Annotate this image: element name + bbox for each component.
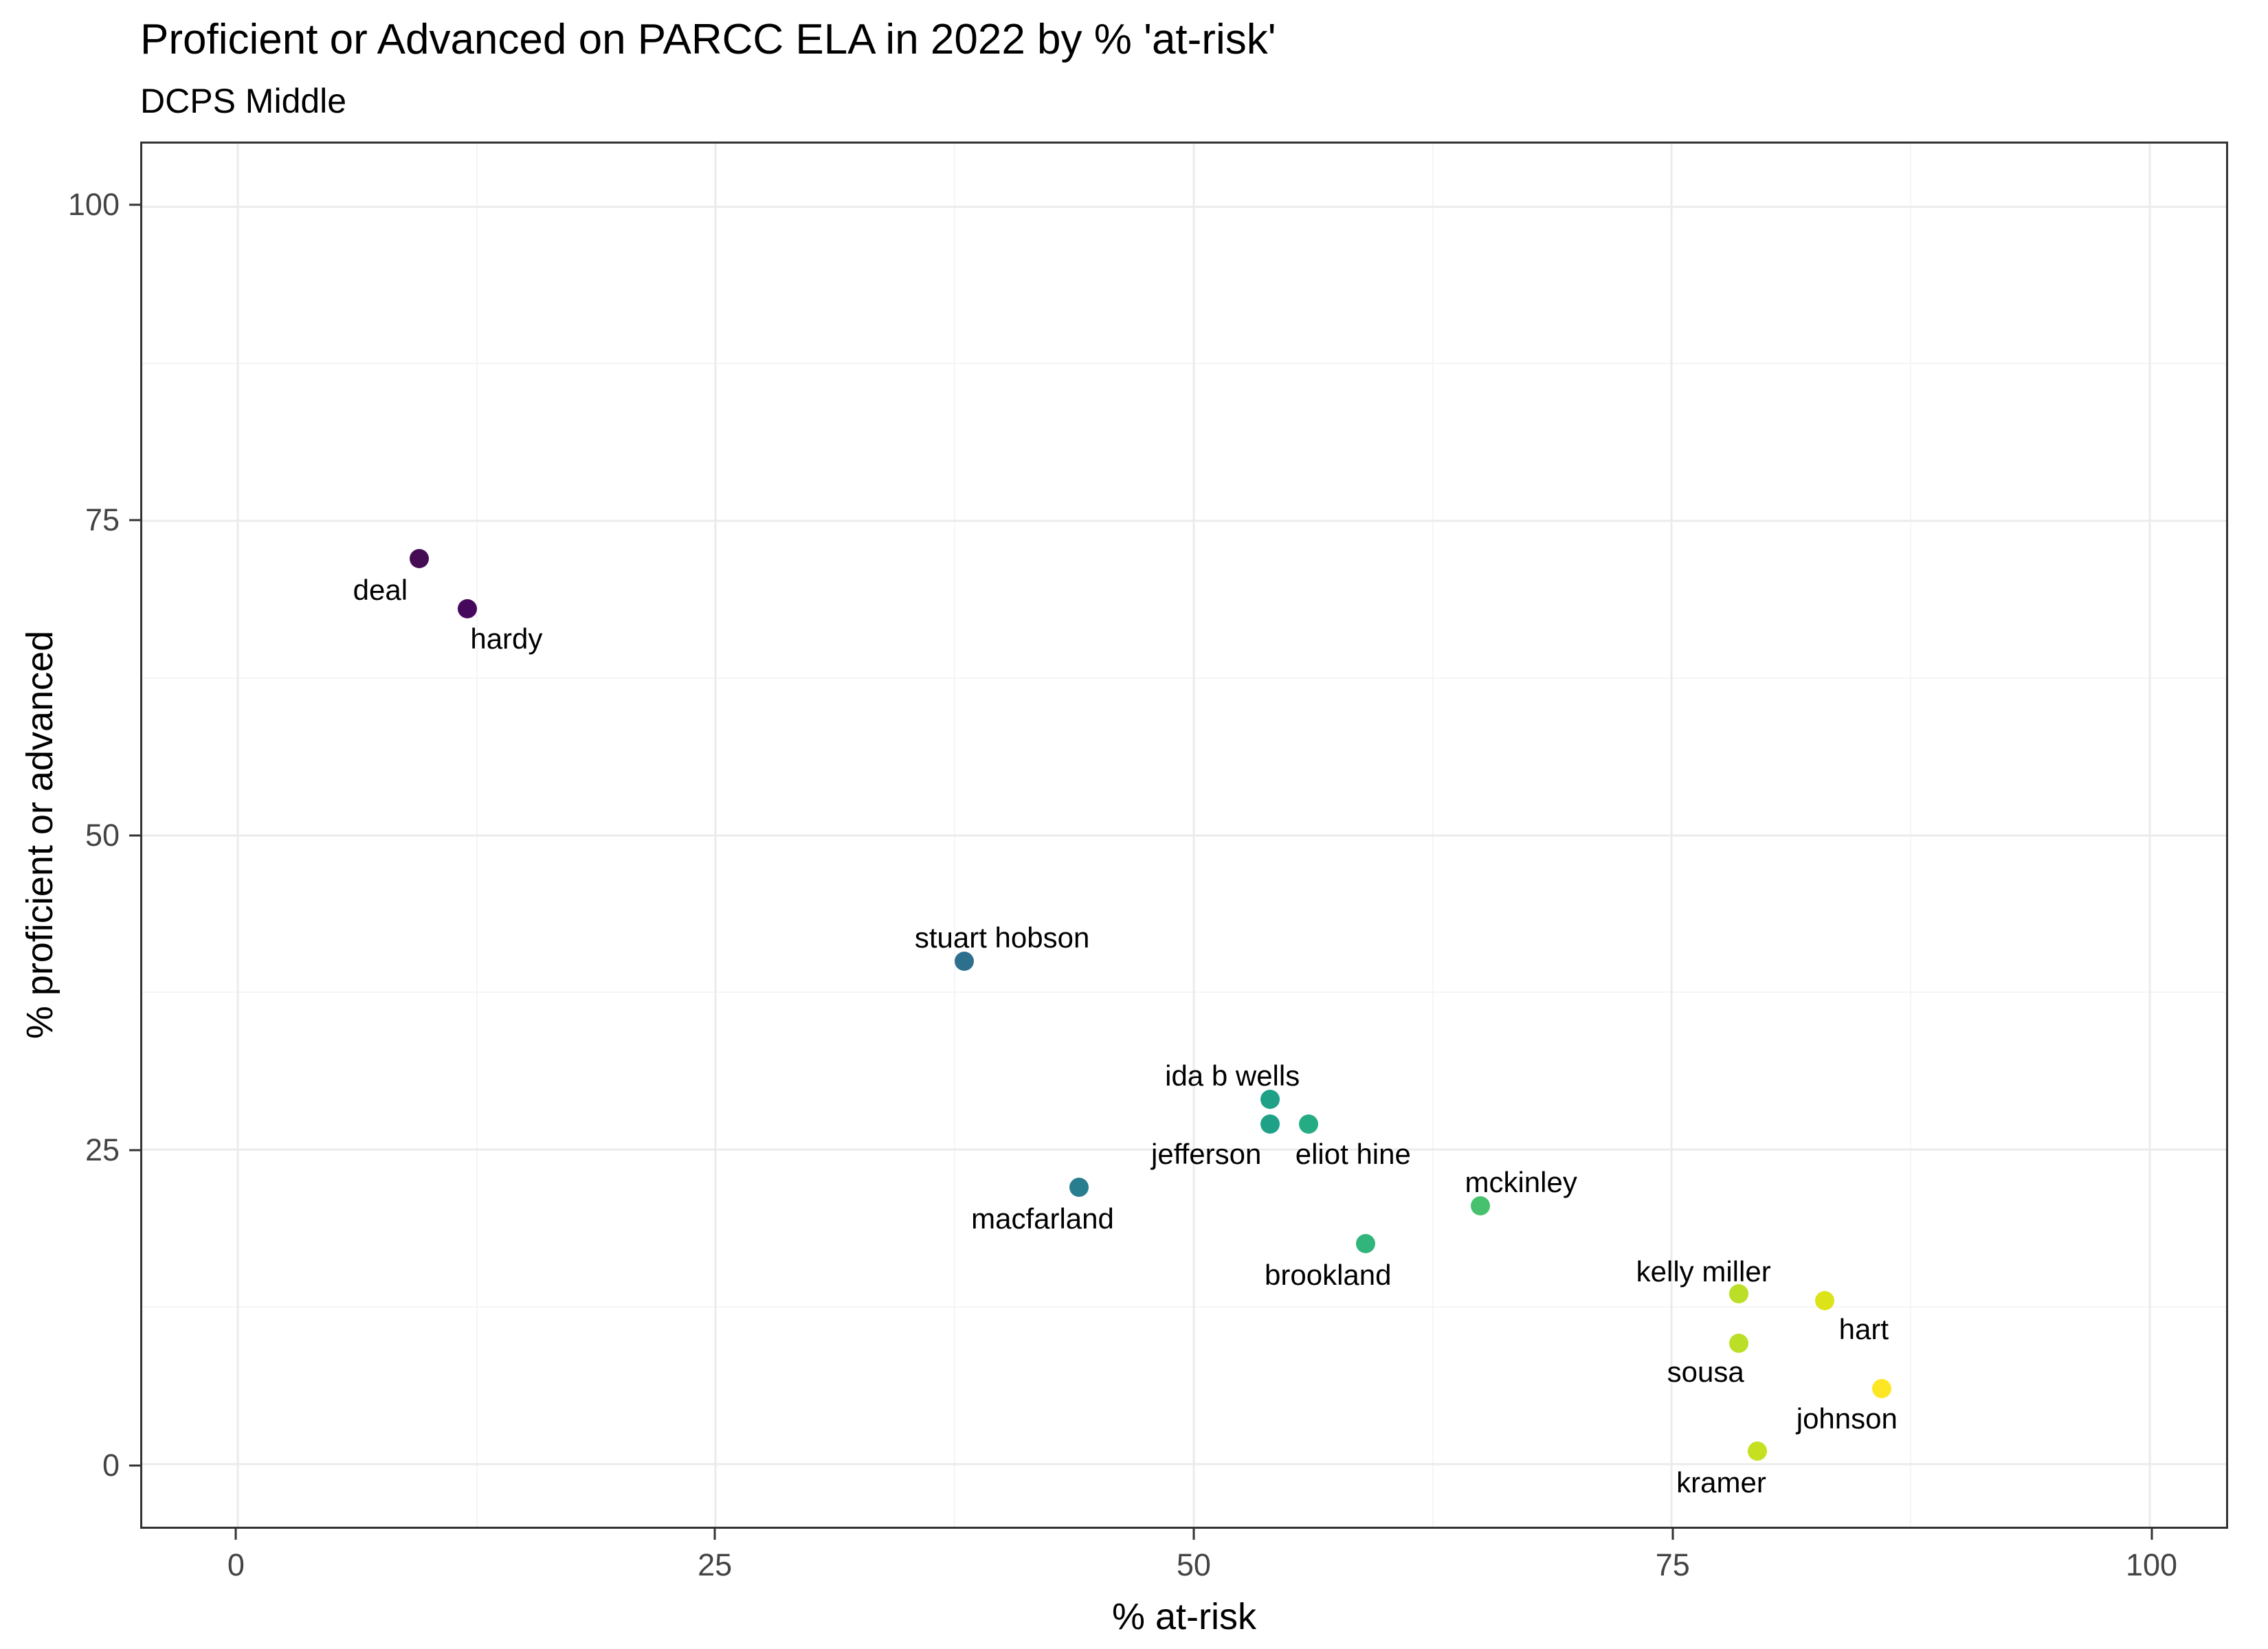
- x-axis-ticks: [140, 1529, 2228, 1540]
- data-point-eliot-hine: [1298, 1114, 1318, 1134]
- gridline-minor-y: [142, 991, 2226, 994]
- x-tick-label: 0: [227, 1547, 245, 1582]
- y-tick-label: 50: [85, 817, 120, 853]
- y-axis-title: % proficient or advanced: [19, 630, 60, 1040]
- gridline-minor-y: [142, 677, 2226, 679]
- x-tick-mark: [234, 1529, 237, 1540]
- point-label-hardy: hardy: [470, 622, 543, 655]
- y-tick-mark: [129, 519, 140, 521]
- gridline-major-y: [142, 1463, 2226, 1465]
- gridline-major-y: [142, 519, 2226, 522]
- y-tick-label: 0: [102, 1448, 120, 1483]
- x-tick-mark: [713, 1529, 716, 1540]
- chart-title: Proficient or Advanced on PARCC ELA in 2…: [140, 16, 1276, 63]
- data-point-kelly-miller: [1728, 1284, 1748, 1304]
- point-label-deal: deal: [353, 573, 408, 606]
- y-tick-mark: [129, 834, 140, 836]
- data-point-macfarland: [1069, 1177, 1089, 1197]
- y-tick-mark: [129, 1464, 140, 1467]
- point-label-jefferson: jefferson: [1151, 1138, 1262, 1171]
- x-tick-mark: [2150, 1529, 2153, 1540]
- y-tick-label: 100: [67, 186, 120, 222]
- x-tick-label: 75: [1655, 1547, 1690, 1582]
- y-tick-mark: [129, 1149, 140, 1152]
- chart-subtitle: DCPS Middle: [140, 82, 347, 120]
- y-axis-ticks: [129, 142, 140, 1529]
- point-label-eliot-hine: eliot hine: [1295, 1138, 1411, 1171]
- x-tick-label: 50: [1176, 1547, 1211, 1582]
- gridline-major-y: [142, 834, 2226, 836]
- gridline-major-y: [142, 205, 2226, 207]
- point-label-macfarland: macfarland: [971, 1202, 1114, 1235]
- point-label-mckinley: mckinley: [1465, 1166, 1577, 1199]
- data-point-brookland: [1356, 1234, 1376, 1254]
- data-point-hart: [1814, 1290, 1834, 1310]
- y-tick-label: 25: [85, 1132, 120, 1168]
- y-axis-tick-labels: 0 25 50 75 100: [0, 142, 120, 1529]
- data-point-hardy: [457, 599, 477, 619]
- data-point-kramer: [1748, 1442, 1768, 1461]
- point-label-kelly-miller: kelly miller: [1636, 1255, 1771, 1288]
- data-point-ida-b-wells: [1260, 1089, 1280, 1109]
- x-tick-mark: [1671, 1529, 1674, 1540]
- point-label-johnson: johnson: [1796, 1402, 1898, 1435]
- gridline-minor-y: [142, 1305, 2226, 1308]
- data-point-deal: [410, 548, 430, 568]
- y-tick-mark: [129, 203, 140, 206]
- point-label-sousa: sousa: [1667, 1355, 1744, 1388]
- point-label-kramer: kramer: [1676, 1466, 1766, 1499]
- gridline-major-y: [142, 1148, 2226, 1151]
- data-point-sousa: [1728, 1333, 1748, 1353]
- x-tick-label: 100: [2125, 1547, 2178, 1582]
- x-axis-tick-labels: 0 25 50 75 100: [140, 1547, 2228, 1589]
- point-label-ida-b-wells: ida b wells: [1165, 1059, 1300, 1092]
- x-tick-label: 25: [698, 1547, 733, 1582]
- point-label-brookland: brookland: [1265, 1259, 1392, 1292]
- point-label-stuart-hobson: stuart hobson: [914, 921, 1090, 954]
- data-point-stuart-hobson: [955, 951, 975, 971]
- x-tick-mark: [1192, 1529, 1195, 1540]
- point-label-hart: hart: [1838, 1312, 1889, 1345]
- x-axis-title: % at-risk: [1111, 1596, 1256, 1637]
- data-point-johnson: [1872, 1378, 1892, 1398]
- data-point-jefferson: [1260, 1114, 1280, 1134]
- plot-panel: deal hardy stuart hobson macfarland ida b we…: [140, 142, 2228, 1529]
- gridline-minor-y: [142, 363, 2226, 365]
- data-point-mckinley: [1471, 1196, 1491, 1216]
- y-tick-label: 75: [85, 502, 120, 537]
